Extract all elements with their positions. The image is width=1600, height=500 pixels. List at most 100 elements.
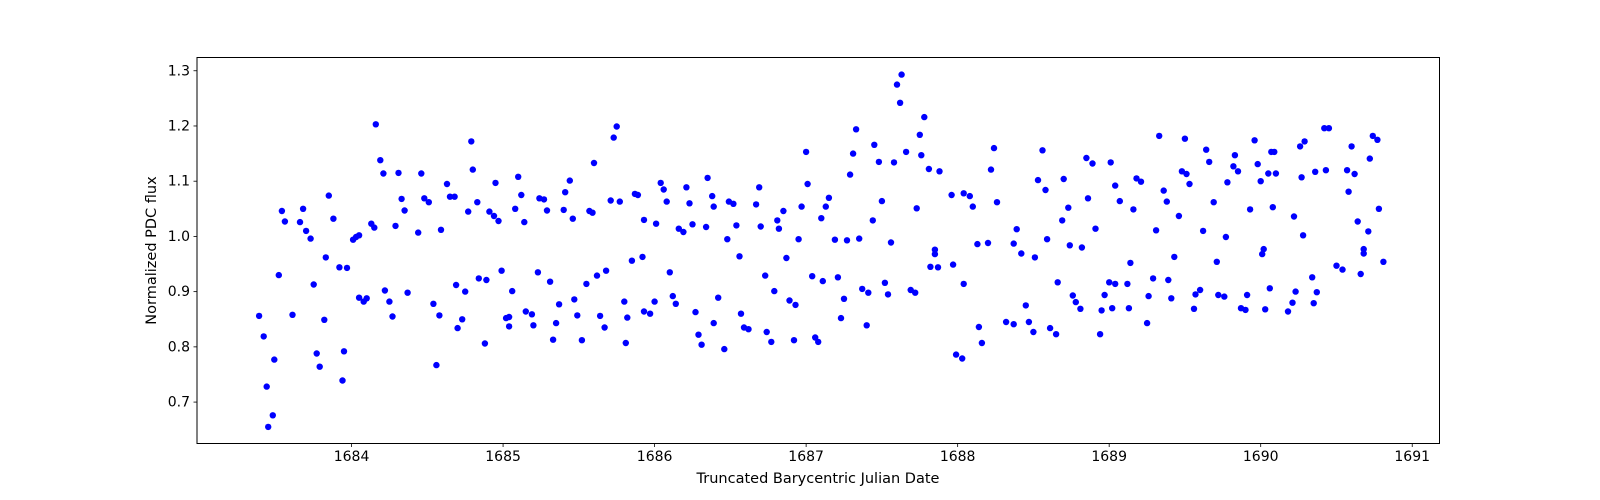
data-point bbox=[802, 148, 810, 156]
data-point bbox=[675, 225, 682, 232]
data-point bbox=[522, 308, 529, 315]
data-point bbox=[260, 333, 267, 340]
data-point bbox=[884, 291, 892, 298]
data-point bbox=[918, 152, 925, 159]
data-point bbox=[1196, 286, 1204, 294]
data-point bbox=[498, 267, 505, 274]
data-point bbox=[1312, 168, 1319, 175]
data-point bbox=[562, 189, 569, 196]
data-point bbox=[1224, 179, 1231, 186]
data-point bbox=[1222, 233, 1230, 241]
data-point bbox=[415, 229, 422, 236]
data-point bbox=[1025, 318, 1033, 326]
data-point bbox=[898, 71, 905, 78]
x-tick-label: 1685 bbox=[485, 449, 521, 465]
data-point bbox=[1351, 170, 1358, 178]
data-point bbox=[530, 322, 537, 329]
data-point bbox=[1284, 308, 1292, 315]
data-point bbox=[1271, 148, 1278, 156]
data-point bbox=[819, 277, 826, 285]
data-point bbox=[646, 310, 654, 317]
data-point bbox=[925, 165, 933, 173]
data-point bbox=[1345, 188, 1352, 195]
data-point bbox=[959, 355, 966, 362]
data-point bbox=[1156, 132, 1163, 140]
data-point bbox=[540, 196, 548, 203]
data-point bbox=[574, 312, 581, 319]
data-point bbox=[371, 224, 378, 231]
data-point bbox=[680, 228, 687, 236]
data-point bbox=[392, 222, 399, 230]
data-point bbox=[978, 339, 986, 347]
data-point bbox=[1183, 170, 1190, 178]
data-point bbox=[1265, 170, 1272, 177]
data-point bbox=[686, 200, 693, 207]
data-point bbox=[921, 113, 928, 121]
data-point bbox=[660, 186, 667, 193]
data-point bbox=[1143, 319, 1151, 327]
data-point bbox=[1031, 254, 1039, 261]
data-point bbox=[869, 217, 876, 224]
data-point bbox=[849, 150, 857, 157]
data-point bbox=[822, 203, 829, 210]
data-point bbox=[1133, 175, 1140, 182]
data-point bbox=[307, 235, 314, 242]
data-point bbox=[640, 216, 648, 224]
data-point bbox=[1098, 307, 1105, 314]
data-point bbox=[698, 341, 705, 348]
data-point bbox=[549, 336, 557, 343]
data-point bbox=[1010, 240, 1017, 247]
data-point bbox=[1066, 242, 1074, 249]
data-point bbox=[709, 192, 716, 200]
data-point bbox=[651, 298, 658, 305]
data-point bbox=[316, 363, 323, 370]
data-point bbox=[505, 323, 513, 330]
data-point bbox=[1002, 318, 1010, 326]
data-point bbox=[451, 193, 458, 200]
data-point bbox=[639, 253, 646, 261]
data-point bbox=[590, 159, 598, 167]
data-point bbox=[1054, 279, 1061, 286]
data-point bbox=[1077, 305, 1084, 312]
data-point bbox=[890, 159, 898, 166]
data-point bbox=[993, 199, 1001, 206]
data-point bbox=[825, 194, 833, 201]
data-point bbox=[512, 205, 519, 212]
data-point bbox=[302, 227, 310, 235]
y-tick-label: 1.2 bbox=[168, 118, 190, 134]
data-point bbox=[505, 313, 513, 321]
data-point bbox=[1043, 236, 1051, 243]
data-point bbox=[571, 296, 578, 303]
data-point bbox=[1109, 305, 1116, 312]
data-point bbox=[1010, 321, 1017, 328]
data-point bbox=[856, 235, 863, 242]
data-point bbox=[421, 195, 428, 202]
data-point bbox=[1101, 291, 1108, 299]
data-point bbox=[343, 264, 351, 272]
data-point bbox=[278, 207, 286, 215]
data-point bbox=[702, 223, 710, 231]
data-point bbox=[934, 264, 942, 271]
data-point bbox=[593, 272, 601, 279]
data-point bbox=[1230, 163, 1237, 170]
data-point bbox=[745, 326, 752, 333]
data-point bbox=[792, 301, 799, 309]
data-point bbox=[1092, 225, 1099, 232]
data-point bbox=[804, 180, 811, 188]
data-point bbox=[775, 225, 783, 232]
data-point bbox=[468, 138, 475, 145]
data-point bbox=[1254, 160, 1261, 168]
y-tick-label: 0.8 bbox=[168, 339, 190, 355]
data-point bbox=[1348, 143, 1355, 150]
plot-area bbox=[196, 57, 1440, 444]
data-point bbox=[418, 170, 425, 177]
data-point bbox=[669, 292, 676, 300]
data-point bbox=[543, 207, 551, 214]
data-point bbox=[952, 351, 960, 358]
data-point bbox=[927, 263, 934, 270]
data-point bbox=[762, 272, 769, 279]
data-point bbox=[1013, 226, 1020, 233]
data-point bbox=[1380, 258, 1387, 265]
data-point bbox=[475, 275, 482, 282]
